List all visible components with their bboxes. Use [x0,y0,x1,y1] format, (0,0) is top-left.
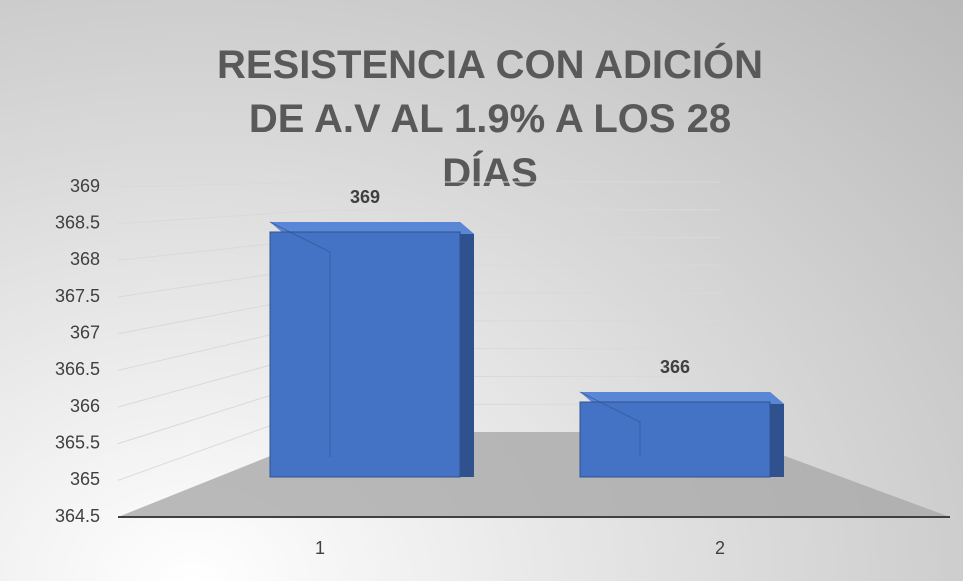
y-tick-label: 365 [70,469,100,489]
bar-side [460,222,474,477]
y-tick-label: 369 [70,176,100,196]
bar-top [580,392,784,404]
x-tick-label: 1 [315,538,325,558]
y-tick-label: 366.5 [55,359,100,379]
y-tick-label: 368.5 [55,212,100,232]
y-tick-label: 368 [70,249,100,269]
data-label: 369 [350,187,380,207]
y-tick-label: 364.5 [55,506,100,526]
bar-top [270,222,474,234]
data-label: 366 [660,357,690,377]
bar [579,401,771,478]
bar-side [770,392,784,477]
y-tick-label: 367 [70,322,100,342]
bar-edge [269,221,331,457]
y-tick-label: 367.5 [55,286,100,306]
chart-title: RESISTENCIA CON ADICIÓN DE A.V AL 1.9% A… [217,43,763,195]
floor [118,432,950,517]
grid-line [117,181,720,188]
grid-line [117,209,720,225]
y-tick-label: 366 [70,396,100,416]
bar-edge [579,391,641,457]
bar [269,231,461,478]
y-tick-label: 365.5 [55,432,100,452]
x-tick-label: 2 [715,538,725,558]
